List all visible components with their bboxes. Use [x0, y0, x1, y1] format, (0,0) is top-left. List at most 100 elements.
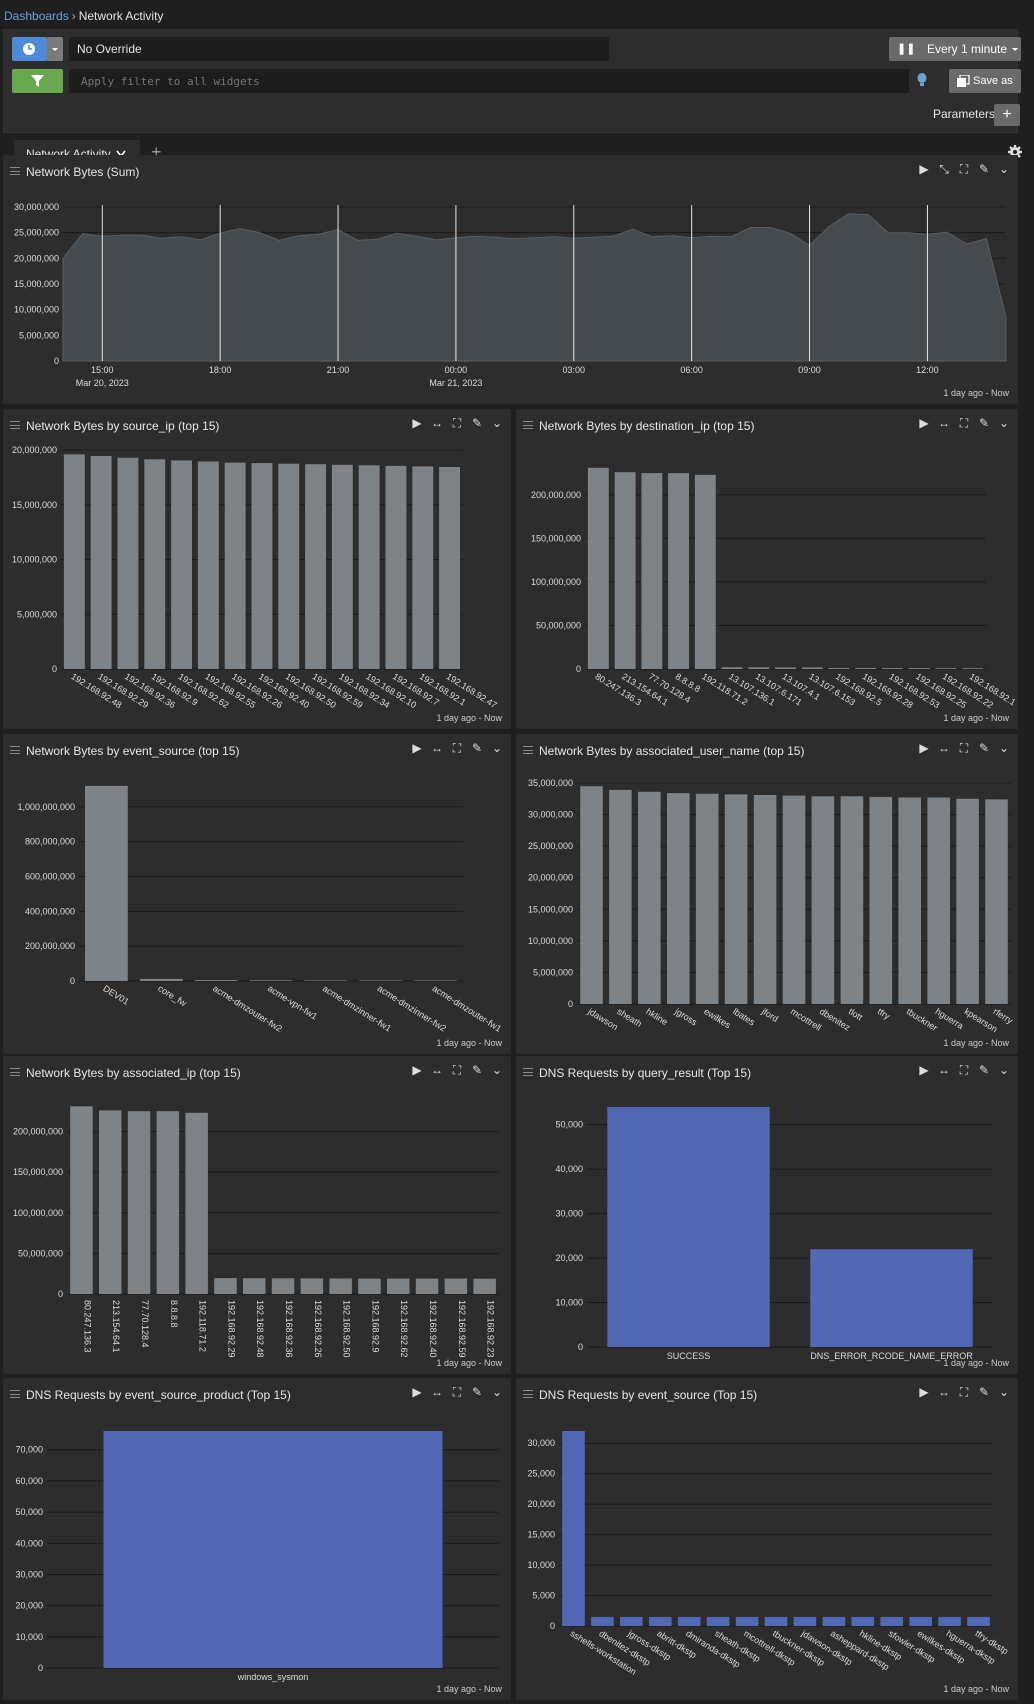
bar[interactable]: [271, 1278, 295, 1294]
bar[interactable]: [908, 668, 930, 669]
drag-handle-icon[interactable]: [523, 1068, 533, 1076]
bar[interactable]: [249, 980, 293, 981]
bar[interactable]: [304, 980, 348, 982]
bar[interactable]: [668, 473, 689, 669]
bar[interactable]: [473, 1278, 496, 1294]
bar[interactable]: [775, 667, 796, 669]
bar[interactable]: [415, 1278, 439, 1294]
time-range-dropdown[interactable]: [47, 37, 63, 61]
bar[interactable]: [967, 1616, 990, 1626]
play-icon[interactable]: ▶: [919, 741, 929, 755]
bar[interactable]: [85, 785, 128, 981]
bar[interactable]: [935, 668, 957, 669]
bar[interactable]: [385, 465, 407, 669]
play-icon[interactable]: ▶: [412, 1063, 422, 1077]
bar[interactable]: [251, 463, 273, 669]
bar[interactable]: [580, 786, 603, 1004]
bar[interactable]: [197, 461, 219, 670]
drag-handle-icon[interactable]: [10, 1068, 20, 1076]
bar[interactable]: [753, 795, 777, 1004]
drag-handle-icon[interactable]: [523, 1390, 533, 1398]
bar[interactable]: [828, 668, 850, 669]
bar[interactable]: [587, 467, 609, 669]
edit-icon[interactable]: ✎: [978, 1063, 990, 1077]
play-icon[interactable]: ▶: [412, 416, 422, 430]
bar[interactable]: [810, 1249, 973, 1347]
play-icon[interactable]: ▶: [412, 1385, 422, 1399]
bar[interactable]: [224, 462, 246, 669]
expand-icon[interactable]: ⛶: [959, 741, 969, 755]
bar[interactable]: [695, 793, 719, 1004]
bar[interactable]: [882, 668, 903, 669]
bar[interactable]: [591, 1616, 614, 1626]
chevron-down-icon[interactable]: ⌄: [491, 741, 503, 755]
edit-icon[interactable]: ✎: [471, 416, 483, 430]
bar[interactable]: [300, 1278, 324, 1294]
edit-icon[interactable]: ✎: [471, 1063, 483, 1077]
drag-handle-icon[interactable]: [10, 1390, 20, 1398]
bar[interactable]: [724, 794, 748, 1004]
bar[interactable]: [117, 457, 139, 669]
chevron-down-icon[interactable]: ⌄: [998, 1385, 1010, 1399]
expand-icon[interactable]: ⛶: [452, 416, 462, 430]
refresh-interval-button[interactable]: ❚❚ Every 1 minute: [889, 37, 1021, 61]
bar[interactable]: [614, 472, 636, 669]
bar[interactable]: [412, 466, 434, 669]
expand-icon[interactable]: ⛶: [452, 741, 462, 755]
expand-icon[interactable]: ⛶: [452, 1063, 462, 1077]
bar[interactable]: [822, 1616, 846, 1626]
bar[interactable]: [127, 1111, 151, 1294]
play-icon[interactable]: ▶: [919, 1385, 929, 1399]
bar[interactable]: [444, 1278, 468, 1294]
play-icon[interactable]: ▶: [919, 416, 929, 430]
bar[interactable]: [956, 798, 979, 1004]
add-tab-button[interactable]: +: [151, 142, 162, 162]
bar[interactable]: [793, 1616, 817, 1626]
bar[interactable]: [63, 454, 85, 669]
bar[interactable]: [194, 980, 238, 981]
edit-icon[interactable]: ✎: [471, 1385, 483, 1399]
expand-icon[interactable]: ⛶: [959, 1063, 969, 1077]
bar[interactable]: [562, 1431, 585, 1626]
resize-horizontal-icon[interactable]: ↔: [938, 416, 950, 430]
resize-horizontal-icon[interactable]: ↔: [431, 1385, 443, 1399]
filter-button[interactable]: [12, 69, 63, 93]
bar[interactable]: [764, 1616, 788, 1626]
bar[interactable]: [869, 796, 893, 1004]
edit-icon[interactable]: ✎: [978, 162, 990, 176]
bar[interactable]: [638, 791, 661, 1004]
bar[interactable]: [677, 1616, 701, 1626]
bar[interactable]: [156, 1111, 180, 1294]
bar[interactable]: [387, 1278, 410, 1294]
bar[interactable]: [607, 1106, 770, 1347]
chevron-down-icon[interactable]: ⌄: [998, 741, 1010, 755]
bar[interactable]: [70, 1106, 93, 1294]
time-range-button[interactable]: [12, 37, 47, 61]
resize-horizontal-icon[interactable]: ↔: [431, 1063, 443, 1077]
bar[interactable]: [667, 793, 690, 1004]
bar[interactable]: [439, 467, 460, 669]
edit-icon[interactable]: ✎: [978, 416, 990, 430]
bar[interactable]: [938, 1616, 961, 1626]
bar[interactable]: [103, 1431, 443, 1668]
save-as-button[interactable]: Save as: [949, 69, 1021, 93]
resize-horizontal-icon[interactable]: ↔: [431, 416, 443, 430]
play-icon[interactable]: ▶: [412, 741, 422, 755]
bar[interactable]: [898, 797, 921, 1005]
bar[interactable]: [735, 1616, 759, 1626]
bar[interactable]: [880, 1616, 903, 1626]
breadcrumb-dashboards-link[interactable]: Dashboards: [4, 9, 69, 23]
bar[interactable]: [801, 667, 823, 669]
drag-handle-icon[interactable]: [523, 746, 533, 754]
bar[interactable]: [185, 1112, 208, 1294]
bar[interactable]: [139, 978, 183, 981]
chevron-down-icon[interactable]: ⌄: [998, 1063, 1010, 1077]
add-parameter-button[interactable]: +: [994, 104, 1020, 126]
bar[interactable]: [641, 473, 663, 669]
expand-icon[interactable]: ⛶: [452, 1385, 462, 1399]
bar[interactable]: [144, 459, 166, 669]
bar[interactable]: [694, 474, 716, 669]
bar[interactable]: [359, 980, 403, 982]
bar[interactable]: [331, 464, 353, 669]
edit-icon[interactable]: ✎: [978, 741, 990, 755]
